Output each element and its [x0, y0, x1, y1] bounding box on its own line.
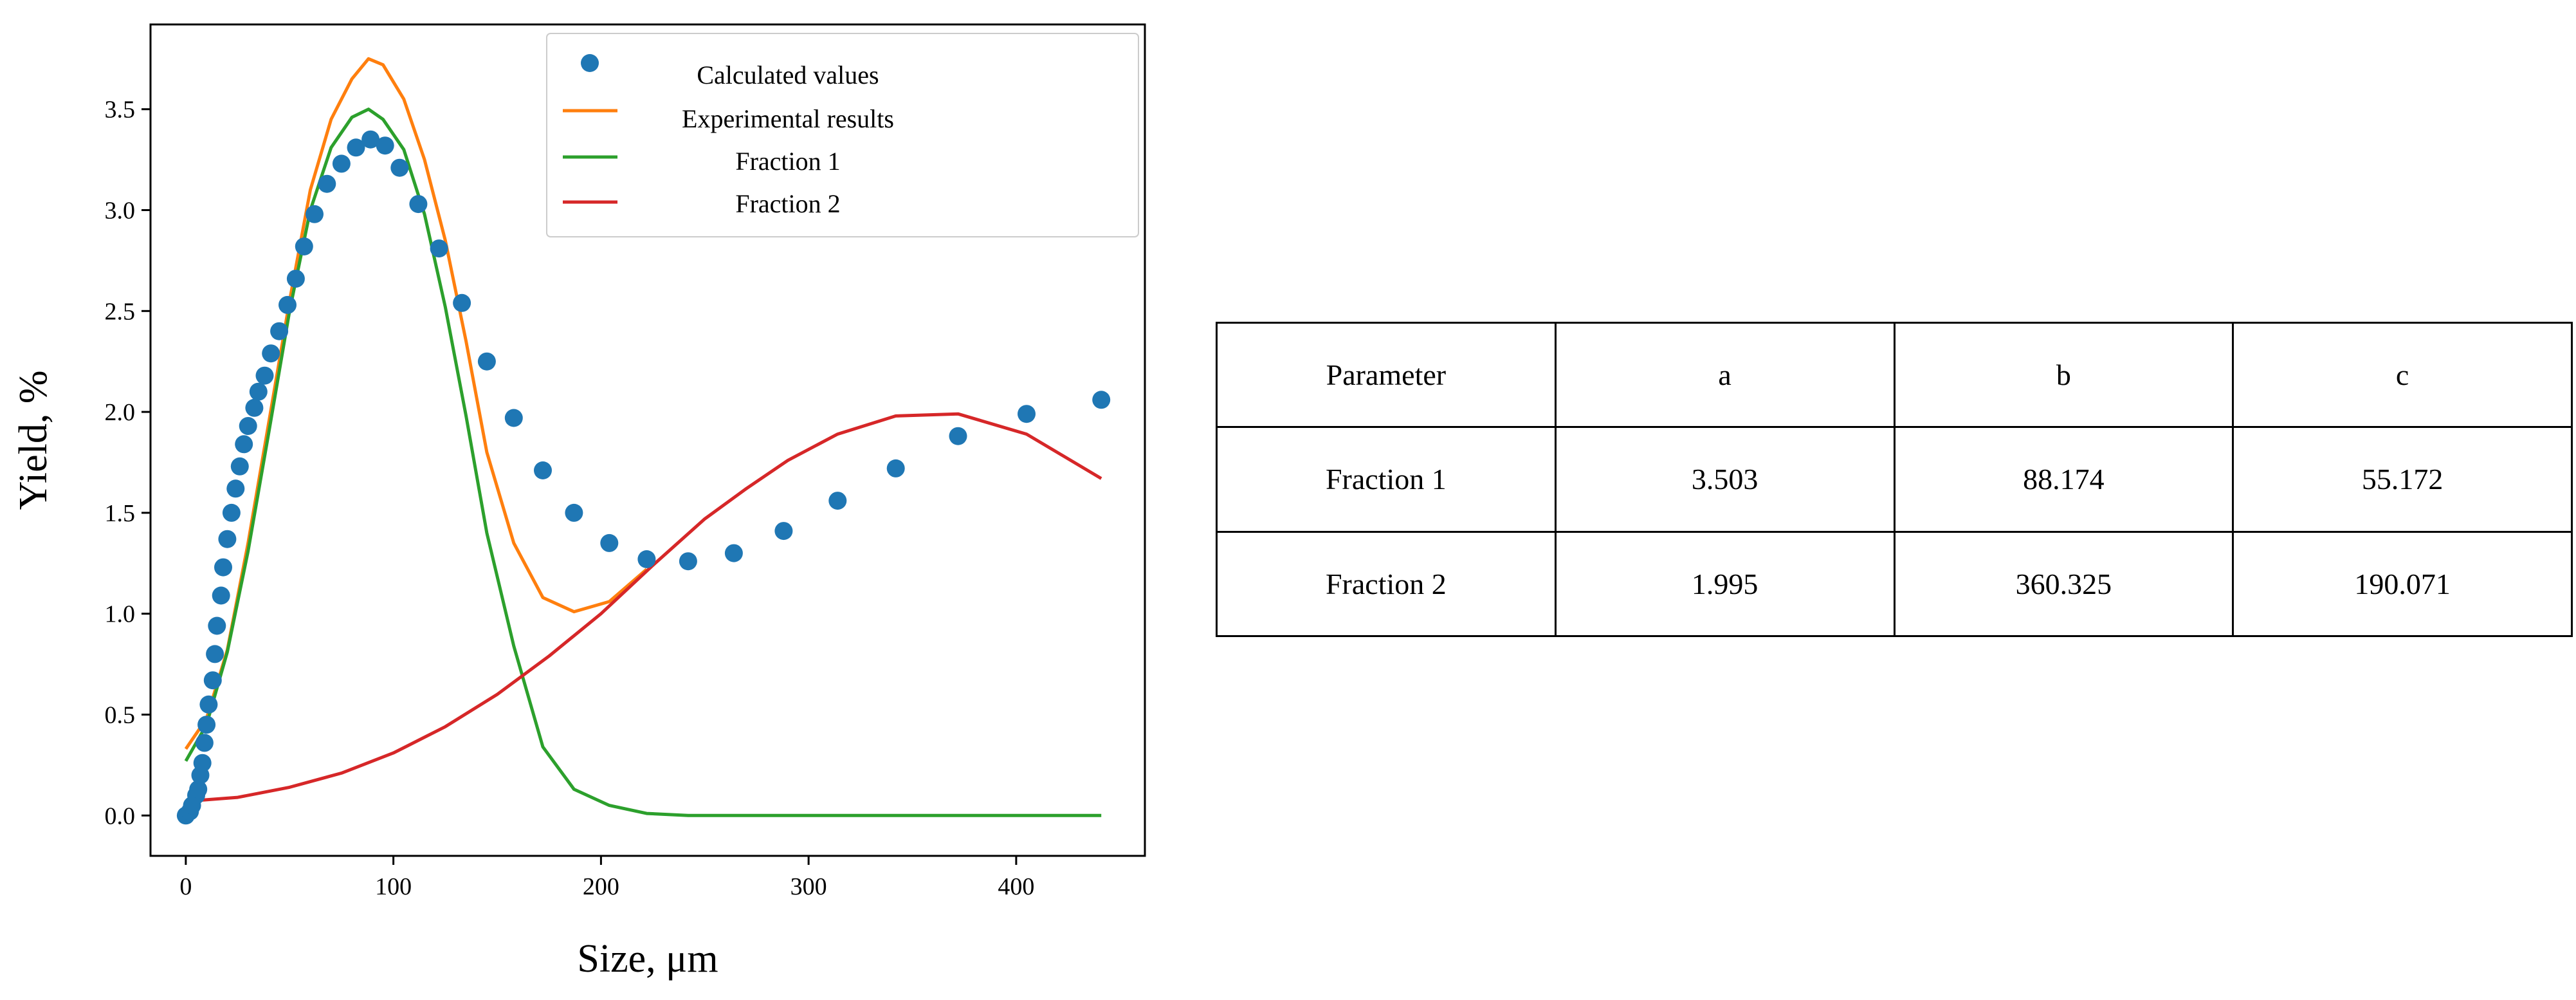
- x-axis-ticks: 0 100 200 300 400: [179, 856, 1034, 900]
- data-point: [286, 270, 305, 288]
- data-point: [208, 616, 226, 635]
- data-point: [279, 295, 297, 314]
- y-tick-label: 0.5: [105, 701, 136, 728]
- data-point: [949, 427, 967, 445]
- data-point: [477, 352, 496, 371]
- data-point: [637, 550, 656, 568]
- y-tick-label: 1.5: [105, 500, 136, 527]
- data-point: [214, 558, 232, 577]
- legend-label-experimental-results: Experimental results: [682, 104, 894, 133]
- y-tick-label: 3.0: [105, 198, 136, 225]
- legend-label-calculated-values: Calculated values: [697, 60, 879, 89]
- data-point: [230, 457, 249, 476]
- table-cell: 3.503: [1554, 426, 1895, 533]
- data-point: [212, 586, 230, 605]
- y-axis-title: Yield, %: [12, 371, 55, 510]
- legend: Calculated values Experimental results F…: [546, 33, 1139, 237]
- data-point: [249, 382, 268, 401]
- data-point: [828, 492, 847, 510]
- data-point: [1092, 391, 1111, 409]
- table-row: Fraction 1 3.503 88.174 55.172: [1216, 426, 2573, 533]
- data-point: [886, 459, 905, 477]
- table-cell: 88.174: [1893, 426, 2234, 533]
- y-tick-label: 1.0: [105, 601, 136, 628]
- legend-label-fraction-1: Fraction 1: [735, 147, 840, 176]
- data-point: [504, 409, 523, 427]
- data-point: [239, 417, 257, 435]
- y-tick-label: 3.5: [105, 97, 136, 124]
- y-tick-label: 0.0: [105, 802, 136, 829]
- table-header-row: Parameter a b c: [1216, 321, 2573, 429]
- table-cell: 1.995: [1554, 530, 1895, 638]
- data-point: [430, 239, 448, 258]
- y-axis-ticks: 0.0 0.5 1.0 1.5 2.0 2.5 3.0 3.5: [105, 97, 151, 829]
- plot-frame: [149, 23, 1146, 857]
- data-point: [409, 195, 428, 214]
- legend-marker-calculated-values: [581, 54, 599, 72]
- y-tick-label: 2.5: [105, 298, 136, 325]
- data-point: [197, 716, 216, 734]
- x-tick-label: 400: [998, 873, 1034, 900]
- legend-label-fraction-2: Fraction 2: [735, 189, 840, 218]
- legend-box: [546, 33, 1139, 237]
- data-point: [199, 695, 218, 714]
- data-point: [218, 530, 237, 548]
- data-point: [679, 552, 697, 571]
- series-lines: [184, 57, 1102, 817]
- data-point: [318, 174, 336, 193]
- table-header-cell: Parameter: [1216, 321, 1557, 429]
- data-point: [361, 130, 380, 149]
- data-point: [534, 461, 552, 479]
- data-point: [376, 136, 394, 155]
- table-header-cell: b: [1893, 321, 2234, 429]
- x-tick-label: 0: [179, 873, 192, 900]
- data-point: [189, 780, 208, 799]
- data-point: [222, 503, 241, 522]
- series-line-fraction-1: [184, 107, 1102, 817]
- data-point: [600, 533, 619, 552]
- x-axis-title: Size, μm: [577, 937, 718, 981]
- table-row: Fraction 2 1.995 360.325 190.071: [1216, 530, 2573, 638]
- data-point: [332, 154, 351, 173]
- data-point: [565, 503, 583, 522]
- data-point: [195, 734, 214, 752]
- yield-chart: 0 100 200 300 400 0.0 0.5 1.0 1.5 2.0 2.5 3.0 3.5 S…: [12, 23, 1146, 981]
- table-cell: 190.071: [2232, 530, 2573, 638]
- data-point: [270, 322, 289, 340]
- data-point: [206, 645, 224, 663]
- table-cell: 55.172: [2232, 426, 2573, 533]
- data-point: [245, 398, 264, 417]
- data-point: [347, 138, 365, 157]
- table-cell: Fraction 1: [1216, 426, 1557, 533]
- data-point: [255, 366, 274, 385]
- data-point: [724, 544, 743, 562]
- data-point: [262, 344, 280, 363]
- data-point: [306, 205, 324, 223]
- data-point: [453, 293, 471, 312]
- table-cell: Fraction 2: [1216, 530, 1557, 638]
- data-point: [774, 522, 793, 541]
- data-point: [193, 754, 212, 772]
- table-cell: 360.325: [1893, 530, 2234, 638]
- data-point: [1018, 405, 1036, 423]
- table-header-cell: a: [1554, 321, 1895, 429]
- parameter-table: Parameter a b c Fraction 1 3.503 88.174 …: [1216, 321, 2573, 638]
- data-point: [390, 158, 409, 177]
- data-point: [295, 237, 313, 255]
- table-header-cell: c: [2232, 321, 2573, 429]
- x-tick-label: 200: [583, 873, 619, 900]
- x-tick-label: 300: [790, 873, 827, 900]
- series-line-fraction-2: [185, 412, 1102, 803]
- data-point: [235, 435, 253, 454]
- x-tick-label: 100: [375, 873, 412, 900]
- data-point: [203, 671, 222, 690]
- y-tick-label: 2.0: [105, 399, 136, 426]
- calculated-points: [176, 130, 1111, 825]
- data-point: [226, 479, 245, 498]
